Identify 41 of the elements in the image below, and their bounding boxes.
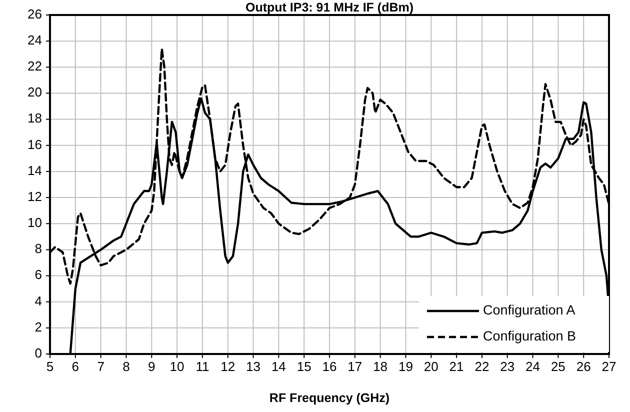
x-tick-label: 15 (296, 359, 312, 374)
y-tick-label: 24 (28, 32, 42, 48)
x-tick-label: 9 (148, 359, 156, 374)
x-tick-label: 27 (602, 359, 616, 374)
x-tick-label: 24 (526, 359, 540, 374)
x-tick-label: 12 (220, 359, 236, 374)
x-tick-label: 18 (373, 359, 388, 374)
y-tick-label: 18 (28, 110, 42, 126)
y-tick-label: 12 (28, 188, 42, 204)
legend-label: Configuration A (483, 302, 576, 318)
x-tick-label: 13 (246, 359, 261, 374)
x-tick-label: 10 (170, 359, 184, 374)
y-tick-label: 0 (34, 345, 42, 360)
y-tick-label: 20 (28, 84, 42, 100)
y-tick-label: 8 (34, 241, 42, 256)
y-tick-label: 22 (28, 58, 42, 74)
x-tick-label: 26 (576, 359, 591, 374)
x-tick-label: 8 (122, 359, 130, 374)
y-tick-label: 16 (28, 136, 42, 152)
x-tick-label: 20 (424, 359, 438, 374)
x-tick-label: 7 (97, 359, 104, 374)
x-tick-label: 21 (449, 359, 464, 374)
chart-title: Output IP3: 91 MHz IF (dBm) (245, 0, 414, 14)
x-axis-title: RF Frequency (GHz) (269, 391, 390, 405)
y-tick-label: 14 (28, 162, 42, 178)
legend-label: Configuration B (483, 328, 576, 344)
y-tick-label: 10 (28, 215, 42, 230)
y-tick-label: 6 (34, 267, 42, 282)
x-tick-label: 25 (550, 359, 566, 374)
x-tick-label: 6 (72, 359, 80, 374)
x-tick-label: 22 (474, 359, 490, 374)
y-tick-label: 26 (28, 6, 42, 22)
x-tick-label: 16 (322, 359, 337, 374)
y-tick-label: 4 (34, 293, 42, 308)
x-tick-label: 5 (46, 359, 54, 374)
y-tick-label: 2 (34, 319, 42, 334)
x-tick-label: 19 (398, 359, 413, 374)
x-tick-label: 11 (196, 359, 210, 374)
x-tick-label: 14 (271, 359, 286, 374)
x-tick-label: 23 (500, 359, 515, 374)
x-tick-label: 17 (348, 359, 362, 374)
